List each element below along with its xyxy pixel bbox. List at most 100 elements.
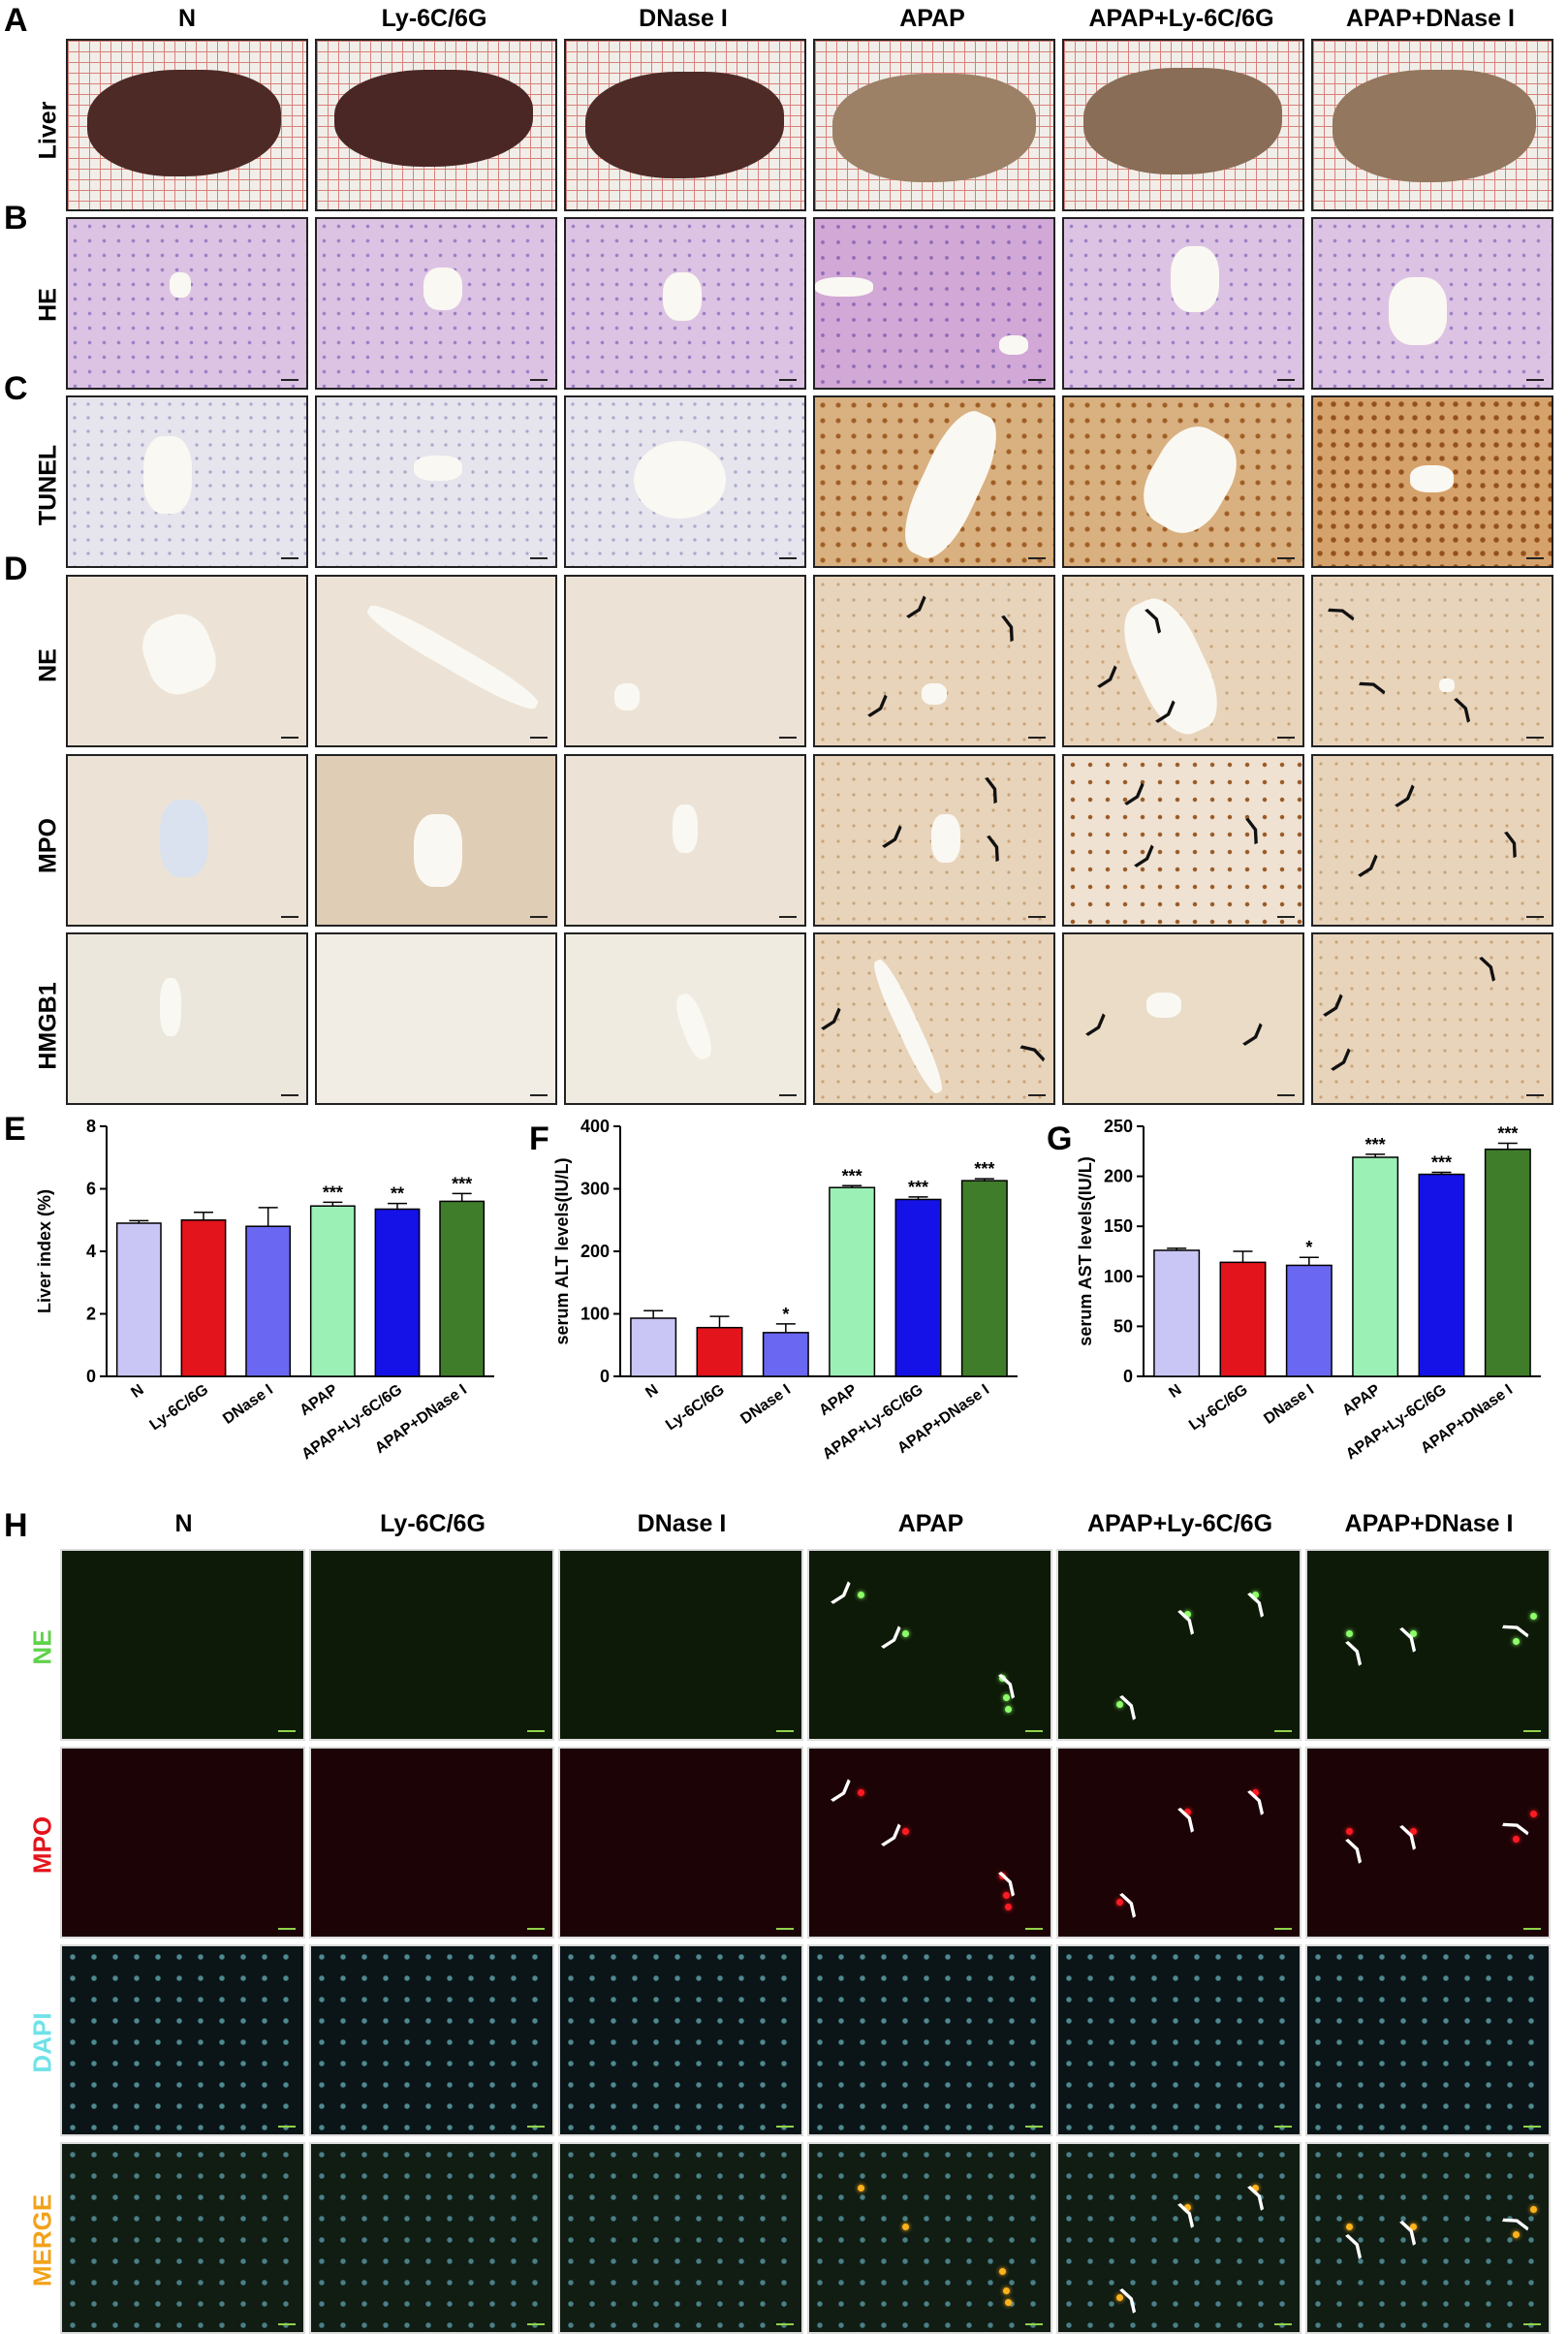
- fluor-image-ne-apap-dnase: ⟩ ⟩ ⟩: [1305, 1549, 1551, 1741]
- arrow-icon: ⟩: [878, 1820, 908, 1853]
- fluorescent-cell: [1003, 1694, 1010, 1701]
- hmgb1-ihc-image-n: [66, 932, 308, 1105]
- scale-bar: [1274, 2323, 1292, 2325]
- category-label: DNase I: [220, 1381, 276, 1428]
- fluorescent-cell: [1513, 2231, 1520, 2238]
- fluorescent-cell: [1410, 2224, 1417, 2230]
- column-header-n: N: [177, 5, 197, 32]
- significance-label: ***: [452, 1174, 472, 1193]
- column-header-apap-dnase: APAP+DNase I: [1346, 5, 1515, 32]
- significance-label: *: [1305, 1238, 1312, 1257]
- category-label: Ly-6C/6G: [663, 1381, 728, 1434]
- panel-letter-e: E: [4, 1111, 26, 1148]
- fluor-image-merge-apap: [807, 2142, 1052, 2334]
- fluor-image-mpo-n: [60, 1747, 305, 1939]
- he-image-apap: [813, 217, 1055, 390]
- arrow-icon: ⟩: [1342, 1833, 1368, 1867]
- hmgb1-ihc-image-ly6c6g: [315, 932, 557, 1105]
- fluor-image-ne-n: [60, 1549, 305, 1741]
- arrow-icon: ⟩: [998, 611, 1020, 646]
- y-tick-label: 200: [580, 1242, 610, 1261]
- panel-letter-d: D: [4, 551, 28, 587]
- arrow-icon: ⟩: [1017, 1038, 1051, 1065]
- arrow-icon: ⟩: [1324, 601, 1359, 623]
- y-tick-label: 0: [86, 1367, 96, 1386]
- ast-levels-chart: 0 50 100 150 200 250 serum AST levels(IU/L) N Ly…: [1076, 1117, 1541, 1463]
- bar: [115, 1222, 162, 1377]
- y-tick-label: 100: [1104, 1267, 1133, 1286]
- arrow-icon: ⟩: [1082, 1010, 1113, 1043]
- fluorescent-cell: [1513, 1638, 1520, 1645]
- fluor-image-merge-apap-dnase: ⟩ ⟩ ⟩: [1305, 2142, 1551, 2334]
- bar: [1418, 1173, 1465, 1377]
- row-label-he: HE: [34, 288, 62, 322]
- scale-bar: [527, 2323, 545, 2325]
- category-label: APAP: [297, 1381, 340, 1419]
- fluorescent-cell: [1530, 1811, 1537, 1817]
- row-label-tunel: TUNEL: [34, 444, 62, 526]
- scale-bar: [1025, 1928, 1043, 1930]
- category-label: N: [1166, 1381, 1184, 1402]
- panel-letter-f: F: [529, 1120, 549, 1157]
- arrow-icon: ⟩: [1131, 841, 1161, 874]
- ne-ihc-image-dnase: [564, 575, 806, 747]
- scale-bar: [776, 2323, 794, 2325]
- column-header-dnase: DNase I: [639, 5, 728, 32]
- arrow-icon: ⟩: [828, 1578, 858, 1611]
- arrow-icon: ⟩: [1396, 1819, 1423, 1853]
- liver-photo-dnase: [564, 39, 806, 211]
- tunel-image-dnase: [564, 395, 806, 568]
- fluorescent-cell: [1184, 2204, 1191, 2211]
- arrow-icon: ⟩: [995, 1866, 1021, 1900]
- fluorescent-cell: [1003, 1892, 1010, 1899]
- category-label: N: [643, 1381, 661, 1402]
- fluor-image-merge-ly6c6g: [309, 2142, 554, 2334]
- panel-letter-a: A: [4, 2, 28, 39]
- fluorescent-cell: [902, 1828, 909, 1835]
- bar: [829, 1186, 876, 1377]
- bar: [1285, 1264, 1333, 1377]
- bar: [1484, 1148, 1531, 1377]
- arrow-icon: ⟩: [879, 822, 909, 855]
- ne-ihc-image-apap: ⟩ ⟩ ⟩: [813, 575, 1055, 747]
- fluor-image-mpo-apap: ⟩ ⟩ ⟩: [807, 1747, 1052, 1939]
- mpo-ihc-image-apap: ⟩ ⟩ ⟩: [813, 754, 1055, 927]
- scale-bar: [1274, 2126, 1292, 2128]
- fluorescent-cell: [999, 1675, 1006, 1682]
- fluorescent-cell: [1530, 1613, 1537, 1620]
- scale-bar: [1025, 2323, 1043, 2325]
- fluor-column-header-dnase: DNase I: [637, 1510, 727, 1537]
- tunel-image-apap-ly6c6g: [1062, 395, 1304, 568]
- arrow-icon: ⟩: [1175, 1802, 1201, 1836]
- panel-letter-b: B: [4, 200, 28, 237]
- significance-label: ***: [974, 1159, 994, 1179]
- arrow-icon: ⟩: [1355, 851, 1385, 884]
- arrow-icon: ⟩: [1121, 779, 1151, 812]
- scale-bar: [527, 1928, 545, 1930]
- column-header-apap: APAP: [899, 5, 965, 32]
- fluorescent-cell: [1116, 1701, 1123, 1708]
- scale-bar: [776, 2126, 794, 2128]
- arrow-icon: ⟩: [1242, 813, 1265, 848]
- arrow-icon: ⟩: [1244, 1587, 1270, 1621]
- y-tick-label: 150: [1104, 1216, 1133, 1236]
- tunel-image-ly6c6g: [315, 395, 557, 568]
- ne-ihc-image-apap-ly6c6g: ⟩ ⟩ ⟩: [1062, 575, 1304, 747]
- mpo-ihc-image-apap-dnase: ⟩ ⟩ ⟩: [1311, 754, 1553, 927]
- fluorescent-cell: [1252, 1789, 1259, 1796]
- mpo-ihc-image-apap-ly6c6g: ⟩ ⟩ ⟩: [1062, 754, 1304, 927]
- hmgb1-ihc-image-dnase: [564, 932, 806, 1105]
- liver-photo-apap: [813, 39, 1055, 211]
- fluor-image-mpo-apap-ly6c6g: ⟩ ⟩ ⟩: [1056, 1747, 1301, 1939]
- mpo-ihc-image-n: [66, 754, 308, 927]
- y-tick-label: 4: [86, 1242, 96, 1261]
- bar: [696, 1326, 743, 1377]
- fluorescent-cell: [1184, 1809, 1191, 1815]
- arrow-icon: ⟩: [1244, 2180, 1270, 2214]
- significance-label: *: [782, 1305, 789, 1324]
- arrow-icon: ⟩: [1239, 1020, 1270, 1053]
- fluor-image-ne-apap: ⟩ ⟩ ⟩: [807, 1549, 1052, 1741]
- fluor-image-ne-dnase: [558, 1549, 803, 1741]
- y-tick-label: 8: [86, 1117, 96, 1136]
- y-tick-label: 0: [1123, 1367, 1133, 1386]
